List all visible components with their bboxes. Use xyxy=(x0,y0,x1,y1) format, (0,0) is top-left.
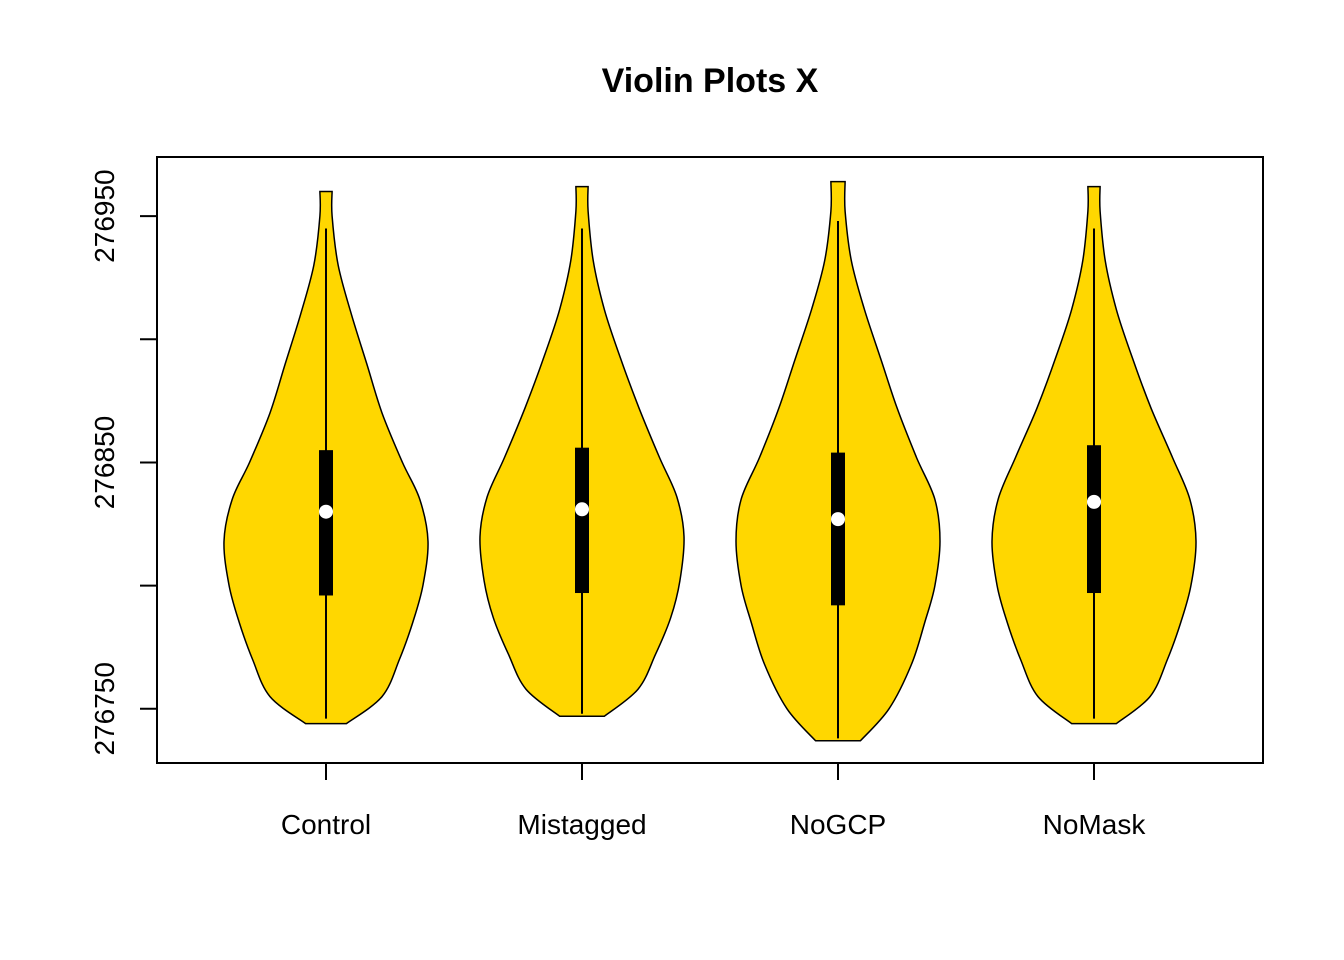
x-tick-label-nogcp: NoGCP xyxy=(790,809,886,840)
y-tick-label-276950: 276950 xyxy=(89,169,120,262)
violin-group-nogcp xyxy=(735,180,941,742)
x-tick-label-mistagged: Mistagged xyxy=(517,809,646,840)
x-axis: Control Mistagged NoGCP NoMask xyxy=(281,763,1146,840)
x-tick-label-control: Control xyxy=(281,809,371,840)
iqr-box-control xyxy=(319,450,333,596)
median-point-control xyxy=(319,504,333,519)
y-axis: 276750 276850 276950 xyxy=(89,169,157,756)
violins-layer xyxy=(223,180,1197,742)
y-tick-label-276850: 276850 xyxy=(89,416,120,509)
x-tick-label-nomask: NoMask xyxy=(1043,809,1147,840)
violin-group-control xyxy=(223,190,429,725)
iqr-box-mistagged xyxy=(575,447,589,594)
median-point-mistagged xyxy=(575,502,589,517)
chart-title: Violin Plots X xyxy=(602,62,819,100)
iqr-box-nomask xyxy=(1087,445,1101,594)
plot-frame xyxy=(156,156,1264,764)
y-tick-label-276750: 276750 xyxy=(89,662,120,755)
median-point-nogcp xyxy=(831,512,845,527)
iqr-box-nogcp xyxy=(831,452,845,606)
violin-group-mistagged xyxy=(479,185,685,717)
median-point-nomask xyxy=(1087,494,1101,509)
violin-group-nomask xyxy=(991,185,1197,725)
